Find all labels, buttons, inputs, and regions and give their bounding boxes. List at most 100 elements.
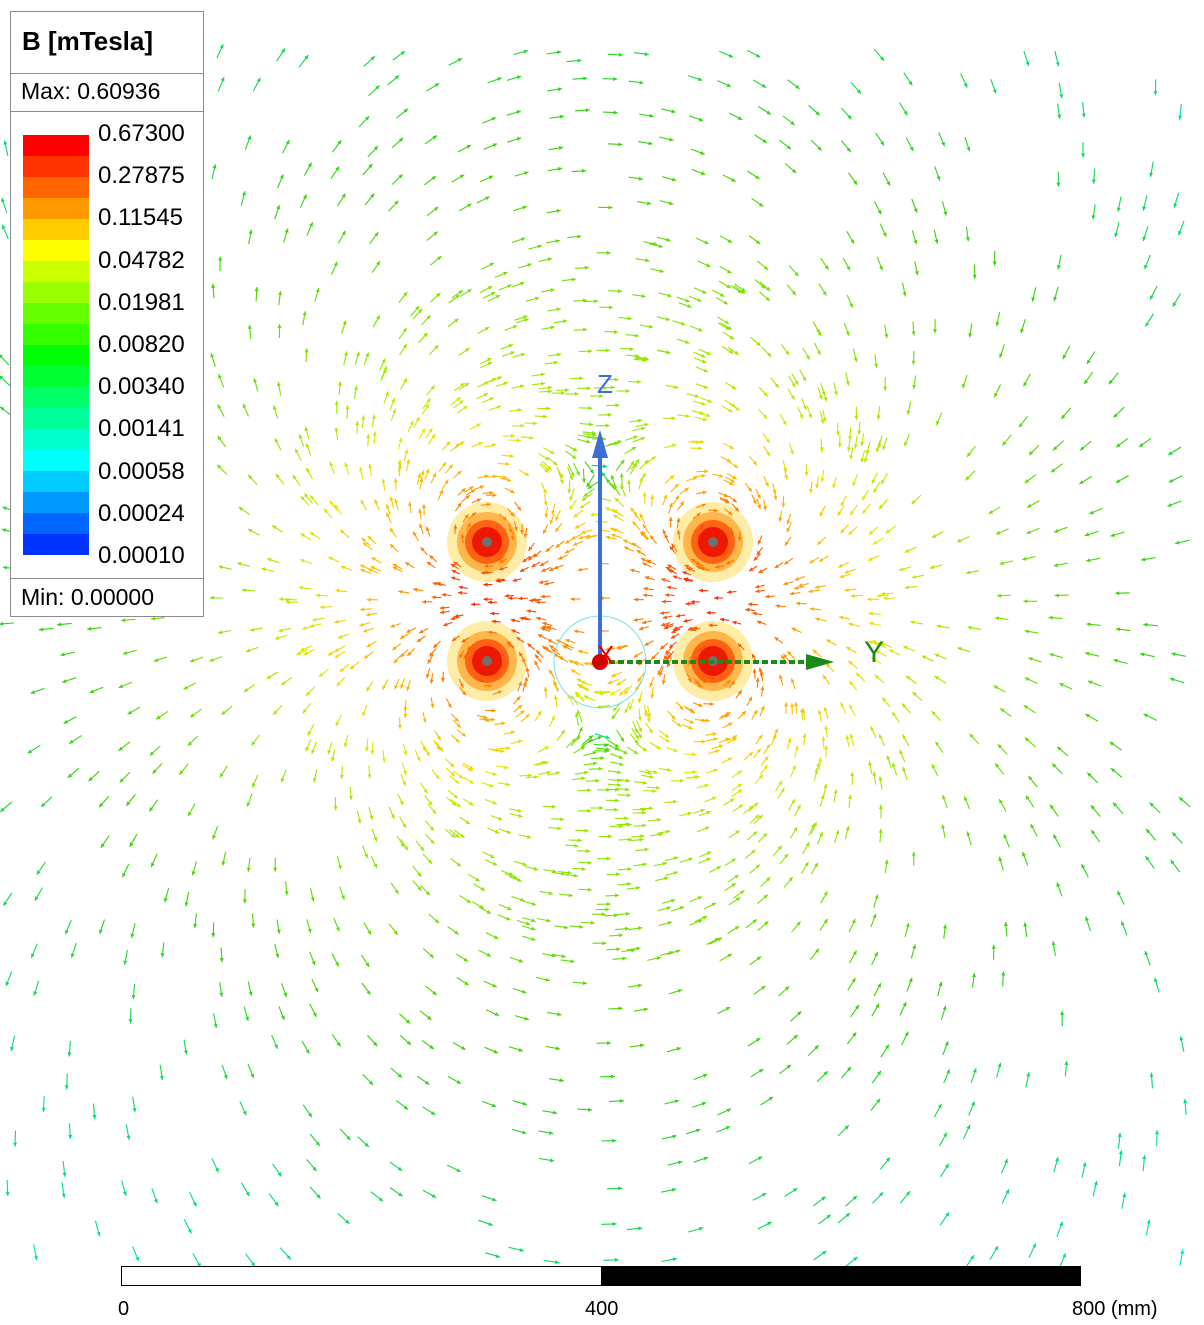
field-vector-head bbox=[589, 469, 594, 474]
field-vector-head bbox=[725, 737, 730, 742]
field-vector-head bbox=[485, 196, 490, 201]
field-vector-head bbox=[504, 765, 509, 770]
field-vector-head bbox=[833, 789, 838, 794]
field-vector-head bbox=[193, 923, 198, 929]
field-vector-head bbox=[700, 171, 706, 175]
field-vector-head bbox=[276, 205, 281, 210]
field-vector-head bbox=[628, 705, 633, 711]
field-vector-head bbox=[1001, 971, 1006, 976]
field-vector-head bbox=[635, 354, 640, 358]
color-band bbox=[23, 156, 89, 177]
field-vector-head bbox=[633, 597, 638, 602]
field-vector-head bbox=[753, 710, 758, 715]
field-vector-head bbox=[874, 674, 880, 679]
field-vector-head bbox=[1117, 1132, 1122, 1137]
field-vector-head bbox=[121, 618, 126, 623]
field-vector-head bbox=[437, 256, 442, 261]
field-vector-head bbox=[281, 48, 286, 53]
field-vector-head bbox=[579, 504, 585, 509]
field-vector-head bbox=[273, 867, 278, 872]
field-vector-head bbox=[672, 1134, 677, 1139]
field-vector-head bbox=[425, 403, 430, 409]
field-vector-head bbox=[1, 528, 7, 533]
field-vector-head bbox=[271, 525, 277, 530]
color-legend[interactable]: B [mTesla] Max: 0.60936 0.67300 0.27875 0.… bbox=[10, 11, 204, 617]
field-vector-head bbox=[430, 1111, 436, 1115]
field-vector-head bbox=[1142, 236, 1147, 241]
field-vector-head bbox=[676, 1047, 682, 1051]
field-vector-head bbox=[381, 358, 386, 364]
field-vector-head bbox=[1141, 557, 1146, 562]
field-vector-head bbox=[625, 911, 630, 916]
field-vector-head bbox=[911, 851, 916, 856]
field-vector-head bbox=[623, 750, 628, 755]
field-vector-head bbox=[712, 732, 717, 737]
field-vector-head bbox=[784, 541, 789, 546]
field-vector-head bbox=[554, 653, 559, 658]
axis-triad[interactable]: Z Y X bbox=[553, 369, 884, 709]
field-vector-head bbox=[763, 392, 768, 397]
field-vector-head bbox=[734, 874, 739, 879]
field-vector-head bbox=[549, 1130, 554, 1135]
field-vector-head bbox=[908, 81, 913, 86]
field-vector-head bbox=[589, 422, 594, 427]
field-vector-head bbox=[508, 596, 513, 601]
field-vector-head bbox=[422, 504, 426, 509]
field-vector-head bbox=[454, 717, 459, 722]
field-vector-head bbox=[334, 400, 339, 405]
field-vector-head bbox=[242, 191, 246, 196]
field-vector-head bbox=[507, 906, 512, 910]
field-vector-head bbox=[804, 471, 809, 476]
field-vector-head bbox=[816, 350, 821, 355]
field-vector-head bbox=[1049, 653, 1054, 657]
field-vector-head bbox=[439, 747, 444, 752]
field-vector-head bbox=[729, 335, 735, 340]
field-vector-head bbox=[1053, 834, 1058, 839]
field-vector-head bbox=[267, 558, 272, 562]
field-vector-head bbox=[704, 469, 709, 474]
field-vector-head bbox=[586, 439, 591, 444]
field-vector-head bbox=[519, 652, 523, 657]
field-vector-head bbox=[96, 1231, 101, 1237]
field-vector-head bbox=[944, 1041, 949, 1046]
field-vector-head bbox=[735, 830, 740, 835]
field-vector-head bbox=[753, 556, 758, 561]
field-vector-head bbox=[711, 902, 717, 907]
field-vector-head bbox=[280, 777, 285, 783]
field-vector-head bbox=[904, 585, 909, 590]
field-vector-head bbox=[568, 660, 574, 664]
field-vector-head bbox=[520, 423, 525, 428]
field-vector-head bbox=[762, 138, 767, 143]
field-vector-head bbox=[310, 532, 315, 537]
field-vector-head bbox=[561, 954, 566, 959]
field-vector-head bbox=[356, 351, 360, 357]
legend-tick-label: 0.00024 bbox=[98, 499, 185, 527]
field-vector-head bbox=[92, 1115, 97, 1120]
field-vector-head bbox=[802, 733, 807, 738]
field-vector-head bbox=[588, 1107, 593, 1112]
field-vector-head bbox=[285, 140, 290, 145]
field-vector-head bbox=[634, 728, 638, 734]
field-vector-head bbox=[994, 616, 1000, 621]
field-vector-head bbox=[456, 1168, 461, 1172]
field-vector-head bbox=[520, 897, 525, 902]
field-vector-head bbox=[733, 464, 739, 468]
field-vector-head bbox=[834, 391, 838, 396]
field-vector-head bbox=[849, 455, 854, 460]
field-vector-head bbox=[522, 862, 527, 866]
field-vector-head bbox=[302, 708, 307, 714]
field-vector-head bbox=[34, 1255, 38, 1261]
field-vector-head bbox=[544, 468, 549, 473]
field-vector-head bbox=[690, 709, 696, 713]
field-vector-head bbox=[335, 166, 340, 171]
field-vector-head bbox=[223, 1074, 228, 1080]
field-vector-head bbox=[1028, 776, 1033, 781]
field-vector-head bbox=[364, 1142, 369, 1147]
field-vector-head bbox=[633, 750, 639, 755]
field-vector-head bbox=[403, 108, 408, 113]
field-vector-head bbox=[612, 1138, 617, 1143]
field-vector-head bbox=[793, 827, 798, 832]
field-vector-head bbox=[440, 610, 445, 615]
field-vector-head bbox=[824, 725, 829, 730]
field-vector-head bbox=[620, 484, 625, 490]
